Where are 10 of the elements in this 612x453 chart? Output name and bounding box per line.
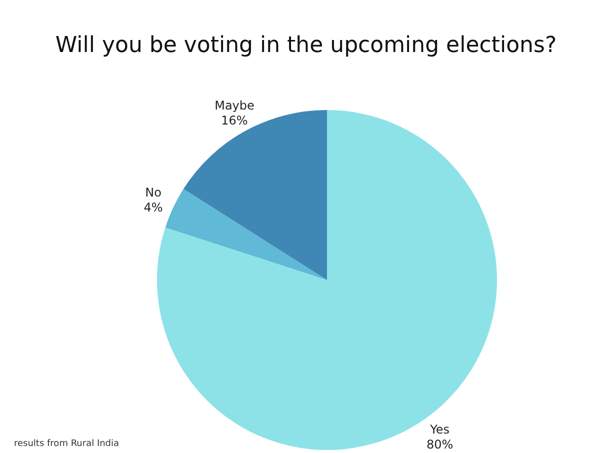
data-label: 80% bbox=[426, 437, 454, 452]
pie-slice bbox=[183, 110, 327, 280]
text: results from Rural India bbox=[14, 439, 120, 449]
slice-label: Yes bbox=[429, 422, 450, 436]
slice-label: Maybe bbox=[214, 98, 254, 113]
slice-label: No bbox=[145, 185, 162, 200]
chart-title: Will you be voting in the upcoming elections? bbox=[55, 33, 557, 58]
data-label: 4% bbox=[144, 200, 163, 214]
data-label: 16% bbox=[221, 114, 248, 128]
pie-slice bbox=[165, 188, 327, 280]
